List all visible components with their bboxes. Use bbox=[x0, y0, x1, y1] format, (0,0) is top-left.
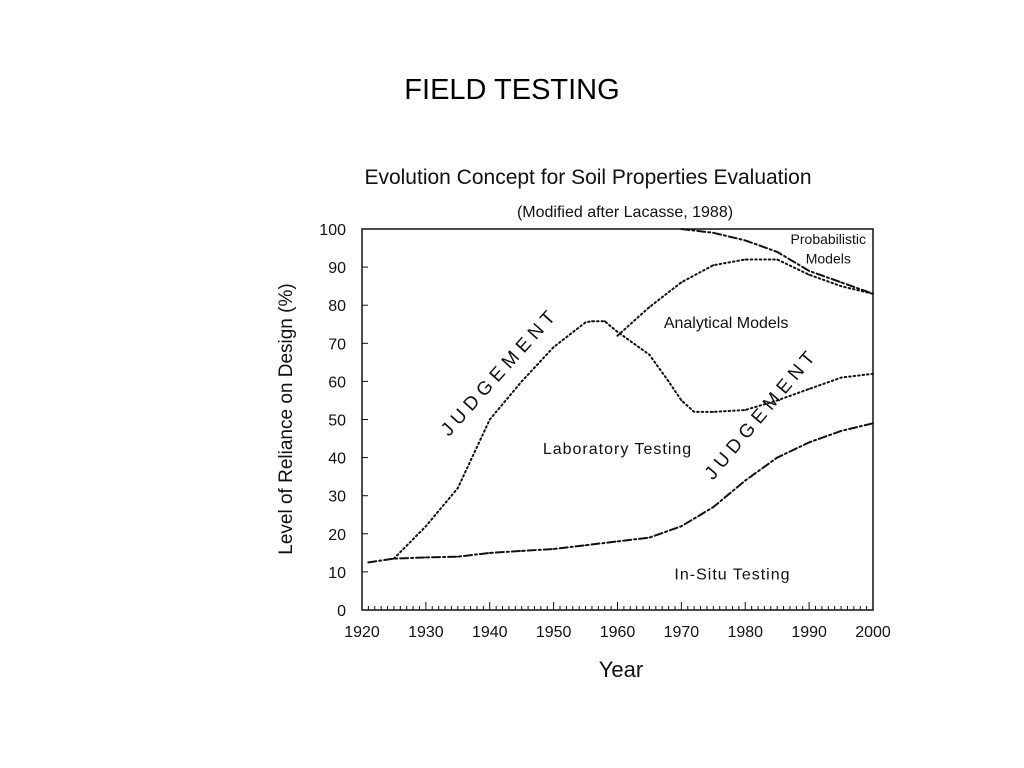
x-tick-label: 2000 bbox=[855, 624, 891, 641]
data-point bbox=[424, 556, 427, 559]
annotation-layer: Probabilistic Models Analytical Models Labo… bbox=[437, 231, 866, 583]
data-point bbox=[712, 231, 715, 234]
region-annotation: Probabilistic bbox=[791, 231, 866, 247]
data-point bbox=[872, 292, 874, 295]
data-point bbox=[840, 285, 842, 288]
data-point bbox=[808, 270, 811, 272]
x-tick-label: 1940 bbox=[472, 624, 508, 641]
data-point bbox=[712, 506, 715, 509]
data-point bbox=[840, 281, 842, 284]
data-point bbox=[744, 258, 747, 261]
data-point bbox=[712, 410, 715, 413]
y-tick-label: 90 bbox=[328, 260, 346, 277]
data-point bbox=[648, 306, 651, 309]
region-annotation: Laboratory Testing bbox=[543, 441, 692, 458]
x-axis-label: Year bbox=[599, 657, 643, 682]
region-annotation: Analytical Models bbox=[664, 315, 789, 332]
x-tick-label: 1960 bbox=[600, 624, 636, 641]
data-point bbox=[488, 551, 491, 554]
x-tick-label: 1980 bbox=[727, 624, 763, 641]
data-point bbox=[680, 525, 683, 528]
data-point bbox=[603, 320, 606, 323]
data-point bbox=[744, 479, 747, 482]
data-point bbox=[584, 544, 587, 547]
data-point bbox=[872, 372, 874, 375]
y-tick-label: 10 bbox=[328, 565, 346, 582]
data-point bbox=[367, 561, 370, 564]
chart-title: Evolution Concept for Soil Properties Ev… bbox=[364, 166, 811, 189]
series-layer bbox=[367, 228, 874, 564]
y-tick-label: 50 bbox=[328, 413, 346, 430]
region-annotation: J U D G E M E N T bbox=[701, 348, 820, 484]
data-point bbox=[667, 380, 670, 383]
data-point bbox=[648, 536, 651, 539]
data-point bbox=[591, 320, 593, 323]
slide-title: FIELD TESTING bbox=[404, 74, 620, 106]
x-tick-label: 1920 bbox=[344, 624, 380, 641]
data-point bbox=[456, 555, 459, 558]
data-point bbox=[776, 250, 779, 253]
data-point bbox=[712, 264, 715, 267]
y-tick-label: 60 bbox=[328, 374, 346, 391]
data-point bbox=[520, 550, 523, 552]
data-point bbox=[456, 487, 459, 489]
data-point bbox=[840, 430, 842, 432]
data-point bbox=[424, 525, 427, 528]
data-point bbox=[616, 540, 619, 543]
data-point bbox=[680, 399, 683, 402]
y-tick-label: 80 bbox=[328, 298, 346, 315]
data-point bbox=[693, 410, 696, 413]
data-point bbox=[776, 456, 779, 459]
y-tick-label: 0 bbox=[337, 603, 346, 620]
y-tick-label: 20 bbox=[328, 527, 346, 544]
data-point bbox=[552, 346, 555, 349]
data-point bbox=[776, 399, 779, 402]
region-annotation: Models bbox=[806, 250, 851, 266]
data-point bbox=[776, 258, 779, 261]
data-point bbox=[744, 239, 747, 242]
y-axis-label: Level of Reliance on Design (%) bbox=[276, 283, 297, 554]
data-point bbox=[808, 388, 811, 390]
plot-frame bbox=[361, 228, 874, 611]
data-point bbox=[680, 281, 683, 284]
data-point bbox=[393, 557, 395, 560]
data-point bbox=[744, 409, 747, 411]
data-point bbox=[584, 321, 587, 324]
region-annotation: In-Situ Testing bbox=[674, 567, 790, 584]
x-tick-label: 1990 bbox=[791, 624, 827, 641]
data-point bbox=[488, 418, 491, 421]
series-line-2 bbox=[392, 320, 874, 560]
chart-subtitle: (Modified after Lacasse, 1988) bbox=[517, 204, 733, 221]
y-tick-label: 70 bbox=[328, 336, 346, 353]
data-point bbox=[616, 330, 619, 333]
data-point bbox=[552, 548, 555, 550]
data-point bbox=[680, 228, 683, 230]
data-point bbox=[808, 441, 811, 444]
data-point bbox=[648, 353, 651, 356]
x-tick-label: 1930 bbox=[408, 624, 444, 641]
data-point bbox=[840, 376, 842, 379]
y-axis-ticks: 0 10 20 30 40 50 60 70 80 90 100 bbox=[319, 222, 368, 620]
y-tick-label: 40 bbox=[328, 451, 346, 468]
data-point bbox=[872, 422, 874, 425]
data-point bbox=[808, 273, 811, 276]
y-tick-label: 100 bbox=[319, 222, 346, 239]
x-tick-label: 1950 bbox=[536, 624, 572, 641]
region-annotation: J U D G E M E N T bbox=[437, 307, 560, 440]
data-point bbox=[616, 334, 619, 337]
x-axis-ticks: 1920 1930 1940 1950 1960 1970 1980 1990 2000 bbox=[344, 602, 891, 641]
x-tick-label: 1970 bbox=[664, 624, 700, 641]
y-tick-label: 30 bbox=[328, 489, 346, 506]
data-point bbox=[520, 380, 523, 383]
